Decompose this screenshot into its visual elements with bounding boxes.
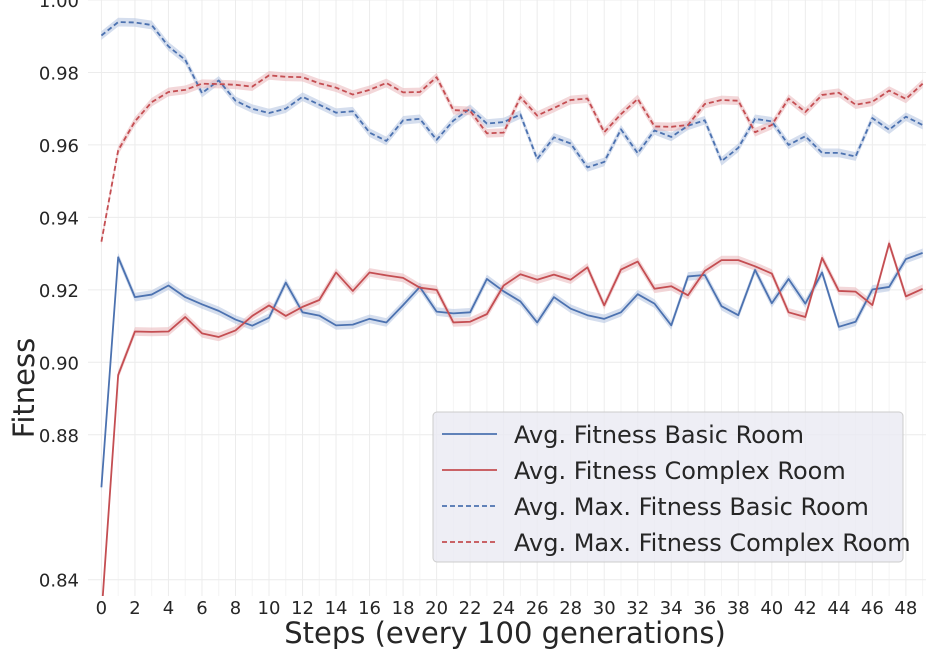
legend-box — [432, 411, 904, 563]
x-tick-label: 34 — [660, 598, 683, 619]
y-axis-title: Fitness — [7, 338, 41, 438]
y-tick-label: 0.90 — [39, 353, 79, 374]
x-tick-label: 46 — [861, 598, 884, 619]
x-tick-label: 2 — [129, 598, 140, 619]
legend-label-1: Avg. Fitness Basic Room — [514, 421, 804, 449]
x-tick-label: 0 — [96, 598, 107, 619]
y-tick-label: 0.84 — [39, 571, 79, 592]
x-tick-label: 32 — [626, 598, 649, 619]
x-tick-label: 10 — [258, 598, 281, 619]
x-tick-label: 4 — [163, 598, 174, 619]
y-tick-label: 0.92 — [39, 281, 79, 302]
legend-label-3: Avg. Max. Fitness Basic Room — [514, 493, 869, 521]
y-tick-label: 1.00 — [39, 0, 79, 12]
legend-label-2: Avg. Fitness Complex Room — [514, 457, 846, 485]
x-axis-title: Steps (every 100 generations) — [284, 616, 726, 650]
x-tick-label: 48 — [894, 598, 917, 619]
x-tick-label: 26 — [526, 598, 549, 619]
x-tick-label: 40 — [760, 598, 783, 619]
y-tick-label: 0.94 — [39, 208, 79, 229]
y-tick-label: 0.96 — [39, 136, 79, 157]
x-tick-label: 6 — [196, 598, 207, 619]
series-1-line — [100, 252, 923, 488]
series-4-band — [101, 71, 923, 247]
x-axis-ticks: 0 2 4 6 8 10 12 14 16 18 20 22 24 26 28 30 32 34 36 38 40 42 4… — [96, 598, 918, 619]
y-tick-label: 0.98 — [39, 63, 79, 84]
series-lines — [100, 21, 924, 596]
x-tick-label: 28 — [559, 598, 582, 619]
x-tick-label: 44 — [827, 598, 850, 619]
x-tick-label: 12 — [291, 598, 314, 619]
x-tick-label: 22 — [459, 598, 482, 619]
series-2-line — [101, 242, 924, 596]
x-tick-label: 38 — [727, 598, 750, 619]
legend-label-4: Avg. Max. Fitness Complex Room — [514, 529, 911, 557]
x-tick-label: 30 — [593, 598, 616, 619]
x-tick-label: 14 — [325, 598, 348, 619]
y-axis-ticks: 0.84 0.88 0.90 0.92 0.94 0.96 0.98 1.00 — [39, 0, 79, 592]
series-3-band — [101, 17, 923, 172]
series-3-line — [100, 21, 924, 169]
x-tick-label: 42 — [794, 598, 817, 619]
legend: Avg. Fitness Basic Room Avg. Fitness Comp… — [432, 411, 911, 563]
series-4-line — [100, 74, 924, 242]
x-tick-label: 18 — [392, 598, 415, 619]
x-tick-label: 20 — [425, 598, 448, 619]
y-tick-label: 0.88 — [39, 426, 79, 447]
confidence-bands — [101, 17, 923, 596]
x-tick-label: 8 — [230, 598, 241, 619]
x-tick-label: 36 — [693, 598, 716, 619]
x-tick-label: 24 — [492, 598, 515, 619]
x-tick-label: 16 — [358, 598, 381, 619]
